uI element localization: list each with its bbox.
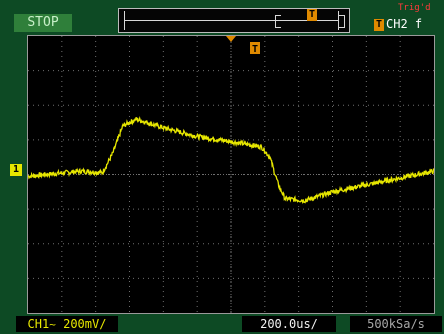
ch1-coupling-icon: ~	[49, 318, 56, 331]
timebase-indicator[interactable]: 200.0us/	[242, 316, 336, 332]
trigger-slope-icon: f	[414, 17, 423, 31]
ch1-scale-indicator[interactable]: CH1~ 200mV/	[16, 316, 118, 332]
sample-rate-indicator: 500kSa/s	[350, 316, 442, 332]
waveform-canvas: T	[28, 36, 434, 313]
trigger-time-pointer-icon	[226, 36, 236, 42]
memory-right-end	[338, 11, 339, 30]
svg-text:T: T	[252, 44, 258, 55]
ch1-ground-marker-icon[interactable]: 1	[10, 164, 22, 176]
ch1-label: CH1	[27, 317, 50, 331]
view-window-left-bracket	[275, 15, 281, 28]
memory-position-bar: T	[118, 8, 350, 33]
ch1-volts-per-div: 200mV/	[63, 317, 107, 331]
trigger-source-label: CH2	[386, 17, 408, 31]
top-status-bar: STOP T Trig'd T CH2 f	[0, 0, 444, 34]
memory-line	[125, 20, 339, 21]
trigger-state: Trig'd	[398, 3, 431, 13]
trigger-icon: T	[374, 18, 384, 31]
trigger-time-label-icon: T	[250, 42, 260, 55]
view-window-right-bracket	[339, 15, 345, 28]
bottom-status-bar: CH1~ 200mV/ 200.0us/ 500kSa/s	[0, 314, 444, 334]
waveform-display[interactable]: T	[27, 35, 435, 314]
run-stop-status[interactable]: STOP	[14, 14, 72, 32]
trigger-position-icon: T	[307, 9, 317, 21]
trigger-source-indicator[interactable]: T CH2 f	[374, 16, 422, 32]
memory-left-end	[124, 11, 125, 30]
ch1-waveform-trace	[28, 115, 434, 205]
